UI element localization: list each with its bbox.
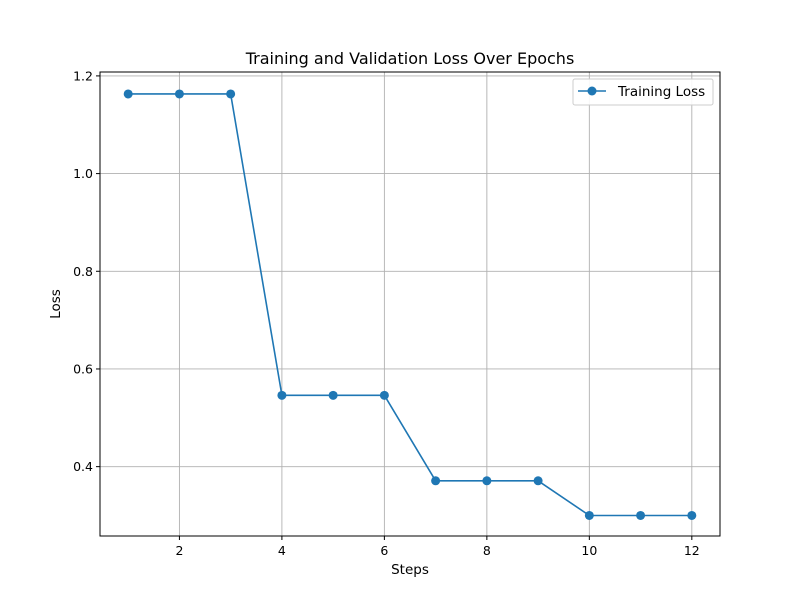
training-loss-point (379, 390, 389, 400)
legend-marker-swatch (587, 86, 597, 96)
x-tick-label: 10 (581, 543, 597, 558)
training-loss-point (277, 390, 287, 400)
y-axis-label: Loss (48, 289, 64, 319)
x-tick-label: 2 (175, 543, 183, 558)
x-axis-ticks: 2 4 6 8 10 12 (175, 536, 700, 558)
training-loss-line (128, 93, 692, 517)
x-tick-label: 8 (483, 543, 491, 558)
y-axis-ticks: 0.4 0.6 0.8 1.0 1.2 (73, 68, 100, 474)
training-loss-point (226, 89, 236, 99)
x-tick-label: 6 (380, 543, 388, 558)
y-tick-label: 1.0 (73, 166, 93, 181)
chart-title: Training and Validation Loss Over Epochs (245, 49, 575, 68)
training-loss-point (123, 89, 133, 99)
y-tick-label: 0.8 (73, 264, 93, 279)
training-loss-point (584, 510, 594, 520)
training-loss-point (431, 476, 441, 486)
plot-background (100, 72, 720, 536)
legend-label: Training Loss (617, 84, 705, 100)
legend: Training Loss (572, 78, 714, 106)
series-layer (123, 89, 697, 520)
training-loss-point (636, 510, 646, 520)
training-loss-point (533, 476, 543, 486)
training-loss-point (328, 390, 338, 400)
plot-area (99, 71, 721, 537)
y-tick-label: 0.4 (73, 459, 93, 474)
x-tick-label: 12 (684, 543, 700, 558)
y-tick-label: 0.6 (73, 361, 93, 376)
y-tick-label: 1.2 (73, 68, 93, 83)
grid-lines (100, 72, 720, 536)
training-loss-point (174, 89, 184, 99)
plot-frame (99, 71, 721, 537)
legend-box (572, 78, 714, 106)
x-tick-label: 4 (278, 543, 286, 558)
training-loss-point (482, 476, 492, 486)
x-axis-label: Steps (391, 562, 429, 578)
training-loss-point (687, 510, 697, 520)
